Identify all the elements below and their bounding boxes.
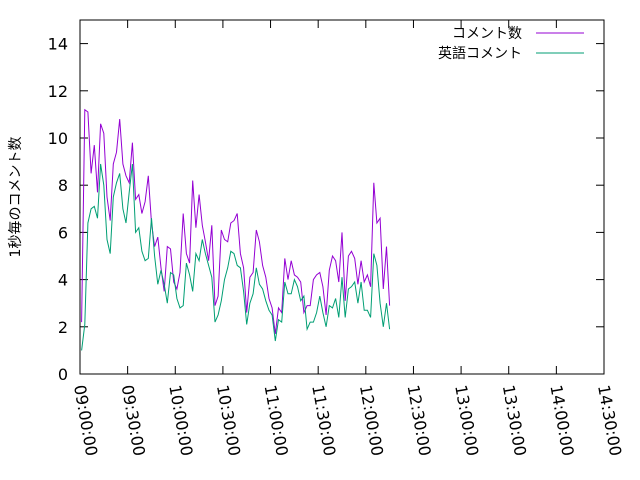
y-tick-label: 12 (48, 82, 68, 101)
y-axis: 0 2 4 6 8 10 12 14 (48, 35, 604, 384)
x-tick-label: 12:00:00 (356, 383, 387, 457)
x-tick-label: 14:00:00 (546, 383, 577, 457)
x-tick-label: 12:30:00 (404, 383, 435, 457)
y-tick-label: 10 (48, 129, 68, 148)
y-tick-label: 0 (58, 365, 68, 384)
y-tick-label: 2 (58, 318, 68, 337)
y-axis-label: 1秒毎のコメント数 (8, 137, 24, 258)
legend-label-1: 英語コメント (438, 45, 522, 62)
series-line-0 (81, 108, 391, 334)
series-line-1 (81, 163, 391, 351)
x-tick-label: 09:30:00 (118, 383, 149, 457)
x-tick-label: 09:00:00 (70, 383, 101, 457)
y-tick-label: 4 (58, 271, 68, 290)
x-tick-label: 13:30:00 (499, 383, 530, 457)
series-lines (81, 108, 391, 351)
y-tick-label: 8 (58, 176, 68, 195)
x-tick-label: 11:00:00 (261, 383, 292, 457)
x-tick-label: 11:30:00 (308, 383, 339, 457)
y-tick-label: 6 (58, 223, 68, 242)
y-tick-label: 14 (48, 35, 68, 54)
legend-label-0: コメント数 (452, 26, 522, 42)
x-tick-label: 14:30:00 (594, 383, 625, 457)
x-tick-label: 13:00:00 (451, 383, 482, 457)
x-tick-label: 10:00:00 (165, 383, 196, 457)
plot-frame (79, 19, 605, 375)
x-tick-label: 10:30:00 (213, 383, 244, 457)
